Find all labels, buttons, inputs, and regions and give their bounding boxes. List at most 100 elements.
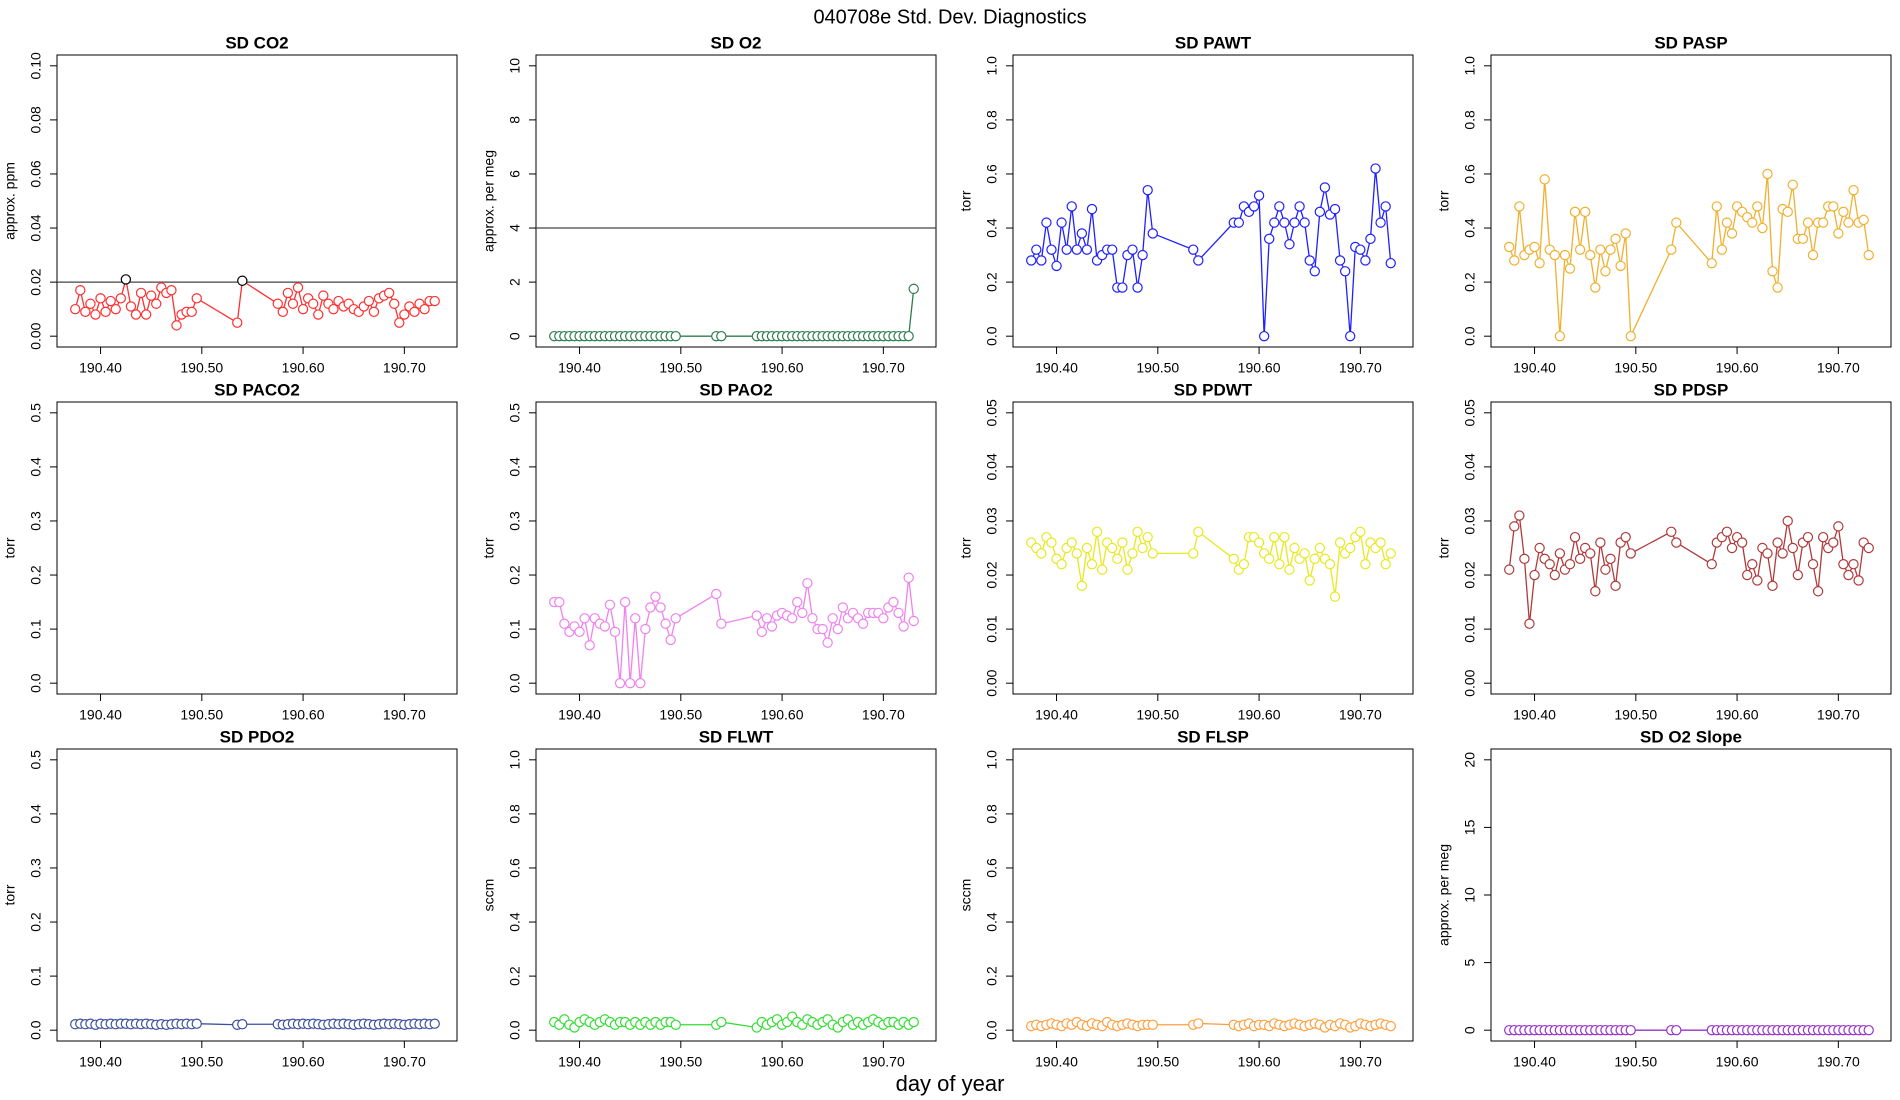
y-tick-label: 0.4 (984, 912, 1000, 932)
data-point (1147, 228, 1158, 239)
data-point (1843, 217, 1854, 228)
y-tick-label: 0.3 (28, 511, 44, 531)
data-point (1600, 564, 1611, 575)
x-tick-label: 190.40 (1513, 1054, 1556, 1070)
x-tick-label: 190.60 (1238, 707, 1281, 723)
y-tick-label: 0.0 (1462, 326, 1478, 346)
data-point (429, 1018, 440, 1029)
y-axis-label: torr (958, 190, 974, 211)
data-point (1762, 168, 1773, 180)
data-point (670, 1019, 681, 1030)
data-point (1385, 1020, 1396, 1032)
data-point (1736, 537, 1748, 548)
data-point (1762, 548, 1773, 559)
x-tick-label: 190.70 (862, 707, 905, 723)
data-point (389, 298, 400, 309)
x-tick-label: 190.50 (1136, 360, 1179, 376)
x-tick-label: 190.70 (1817, 707, 1860, 723)
data-point (237, 1019, 248, 1030)
data-point (1742, 569, 1753, 581)
y-tick-label: 0.05 (984, 399, 1000, 426)
y-tick-label: 0.5 (28, 403, 44, 423)
data-point (70, 303, 81, 315)
x-tick-label: 190.50 (1136, 1054, 1179, 1070)
plot-frame (56, 54, 458, 348)
y-tick-label: 0.1 (28, 619, 44, 639)
x-tick-label: 190.40 (1035, 1054, 1078, 1070)
x-tick-label: 190.60 (282, 360, 325, 376)
data-point (1590, 586, 1601, 597)
data-point (1279, 217, 1290, 228)
y-tick-label: 0.6 (984, 858, 1000, 878)
data-point (1716, 244, 1728, 255)
data-point (1752, 575, 1763, 586)
data-point (787, 613, 798, 624)
y-tick-label: 0.08 (28, 106, 44, 133)
plot-frame (535, 54, 937, 348)
x-tick-label: 190.40 (558, 1054, 601, 1070)
x-tick-label: 190.40 (1513, 360, 1556, 376)
x-axis-label: day of year (896, 1071, 1005, 1096)
data-point (1091, 526, 1103, 537)
data-point (1574, 244, 1586, 255)
data-point (1807, 559, 1819, 570)
data-point (1792, 569, 1804, 581)
data-point (1329, 591, 1341, 602)
y-tick-label: 10 (1462, 887, 1478, 903)
data-point (660, 618, 671, 629)
data-point (640, 623, 651, 635)
y-tick-label: 0.4 (28, 457, 44, 477)
data-point (1289, 217, 1300, 228)
y-tick-label: 0.00 (28, 322, 44, 349)
data-point (1574, 553, 1586, 565)
x-tick-label: 190.70 (862, 1054, 905, 1070)
y-tick-label: 0.4 (507, 912, 523, 932)
data-point (1117, 537, 1128, 548)
data-point (1828, 537, 1839, 548)
data-point (1787, 179, 1798, 190)
data-point (1817, 217, 1829, 228)
y-axis-label: approx. per meg (1436, 844, 1452, 946)
x-tick-label: 190.50 (1614, 1054, 1657, 1070)
y-tick-label: 10 (507, 58, 523, 74)
data-point (1299, 217, 1310, 228)
page-title: 040708e Std. Dev. Diagnostics (813, 6, 1086, 28)
data-point (1319, 182, 1331, 193)
data-point (817, 623, 828, 635)
y-tick-label: 0.01 (1462, 615, 1478, 642)
data-point (1590, 282, 1601, 293)
y-tick-label: 0.04 (28, 214, 44, 241)
x-tick-label: 190.50 (659, 360, 702, 376)
y-tick-label: 1.0 (984, 56, 1000, 76)
data-point (1046, 244, 1057, 255)
y-tick-label: 0 (1462, 1026, 1478, 1034)
data-point (1375, 537, 1386, 548)
data-point (1817, 531, 1829, 543)
y-axis-label: sccm (958, 879, 974, 912)
x-tick-label: 190.60 (1238, 1054, 1281, 1070)
x-tick-label: 190.60 (761, 1054, 804, 1070)
y-axis-label: torr (1436, 537, 1452, 558)
data-point (1504, 564, 1515, 575)
data-point (1585, 548, 1596, 559)
data-point (1360, 559, 1371, 570)
panel-title: SD O2 Slope (1640, 727, 1742, 746)
data-point (1595, 244, 1606, 255)
data-point (1142, 531, 1153, 543)
data-point (1605, 244, 1616, 255)
y-tick-label: 1.0 (984, 750, 1000, 770)
x-tick-label: 190.70 (1817, 360, 1860, 376)
data-point (1519, 553, 1530, 565)
data-point (1610, 233, 1621, 245)
data-point (1051, 260, 1062, 272)
y-tick-label: 0.4 (507, 457, 523, 477)
data-point (584, 640, 595, 651)
data-point (1253, 190, 1265, 201)
data-point (1375, 217, 1386, 228)
data-point (368, 306, 380, 318)
y-tick-label: 0.04 (1462, 453, 1478, 480)
data-point (1863, 1024, 1874, 1036)
data-point (1509, 255, 1520, 266)
y-tick-label: 0.02 (28, 268, 44, 295)
